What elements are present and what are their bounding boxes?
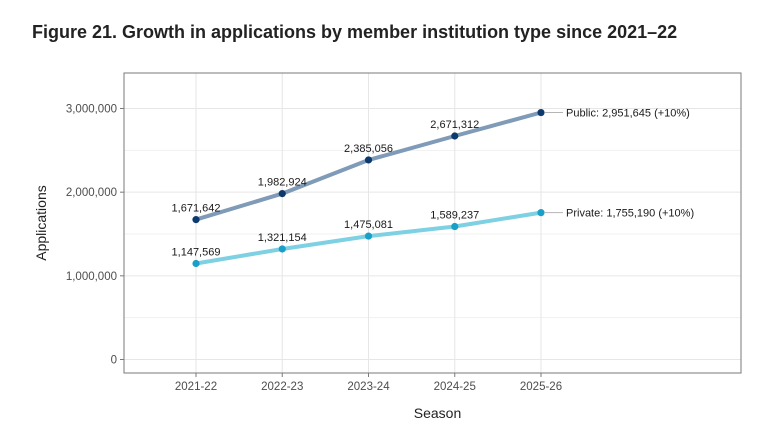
x-tick-label: 2022-23: [261, 381, 303, 393]
private-data-label: 1,475,081: [344, 219, 393, 231]
public-data-point: [278, 189, 286, 198]
public-data-label: 2,671,312: [430, 119, 479, 131]
public-data-point: [537, 108, 545, 117]
private-data-label: 1,147,569: [172, 246, 221, 258]
x-axis-label: Season: [414, 405, 461, 421]
y-tick-label: 1,000,000: [66, 271, 117, 283]
plot-frame: [123, 72, 742, 374]
public-end-label: Public: 2,951,645 (+10%): [566, 108, 690, 120]
y-tick-label: 2,000,000: [66, 187, 117, 199]
private-end-label: Private: 1,755,190 (+10%): [566, 208, 694, 220]
x-tick-label: 2023-24: [347, 381, 390, 393]
axes: 0 1,000,000 2,000,000 3,000,000 2021-22 2022-…: [66, 104, 562, 394]
data-labels: 1,671,642 1,982,924 2,385,056 2,671,312 Publ…: [172, 108, 695, 259]
x-tick-label: 2024-25: [434, 381, 476, 393]
private-data-point: [192, 259, 200, 268]
private-data-point: [278, 245, 286, 253]
public-data-point: [451, 132, 459, 140]
grid: [124, 73, 741, 373]
public-data-point: [364, 156, 373, 164]
y-axis-label: Applications: [33, 185, 49, 261]
y-tick-label: 3,000,000: [66, 104, 117, 116]
y-tick-label: 0: [111, 355, 117, 367]
private-data-label: 1,321,154: [258, 232, 307, 244]
private-data-point: [364, 232, 373, 240]
public-data-label: 2,385,056: [344, 143, 393, 155]
public-data-label: 1,671,642: [172, 203, 221, 215]
private-data-point: [537, 209, 545, 217]
public-data-point: [192, 216, 200, 224]
figure-title: Figure 21. Growth in applications by mem…: [32, 22, 678, 42]
private-data-label: 1,589,237: [430, 210, 479, 222]
public-data-label: 1,982,924: [258, 177, 307, 189]
x-tick-label: 2021-22: [175, 381, 217, 393]
x-tick-label: 2025-26: [520, 381, 562, 393]
private-data-point: [451, 222, 459, 231]
series: [192, 108, 545, 268]
